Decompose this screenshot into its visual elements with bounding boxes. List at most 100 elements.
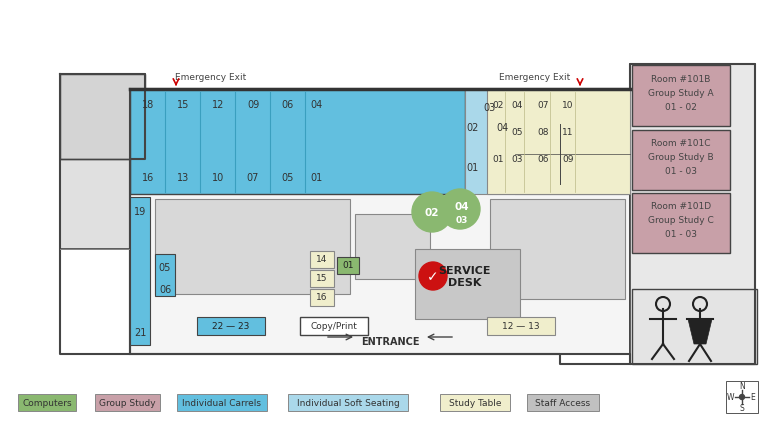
Text: 09: 09 bbox=[562, 155, 574, 164]
Text: 06: 06 bbox=[159, 284, 171, 294]
Bar bbox=[130, 90, 630, 354]
Bar bbox=[155, 200, 350, 294]
Text: 15: 15 bbox=[177, 100, 189, 110]
Text: 22 — 23: 22 — 23 bbox=[212, 322, 250, 331]
Bar bbox=[632, 66, 730, 127]
Text: 12 — 13: 12 — 13 bbox=[502, 322, 540, 331]
Text: 21: 21 bbox=[133, 327, 146, 337]
Text: 07: 07 bbox=[537, 101, 548, 110]
Text: 01 - 02: 01 - 02 bbox=[665, 102, 697, 111]
Text: 07: 07 bbox=[247, 173, 259, 183]
Text: 10: 10 bbox=[212, 173, 224, 183]
Text: 06: 06 bbox=[282, 100, 294, 110]
Bar bbox=[310, 270, 334, 287]
Text: W: W bbox=[727, 393, 735, 401]
Text: 04: 04 bbox=[512, 101, 522, 110]
Circle shape bbox=[440, 190, 480, 230]
Bar bbox=[310, 289, 334, 306]
Text: ENTRANCE: ENTRANCE bbox=[360, 336, 420, 346]
Text: 12: 12 bbox=[212, 100, 224, 110]
Bar bbox=[487, 317, 555, 335]
Text: Individual Carrels: Individual Carrels bbox=[183, 398, 262, 408]
Circle shape bbox=[412, 193, 452, 233]
Text: Emergency Exit: Emergency Exit bbox=[175, 72, 246, 81]
Bar bbox=[60, 75, 145, 250]
Bar bbox=[155, 254, 175, 296]
Text: Room #101C: Room #101C bbox=[651, 139, 711, 148]
Text: 02: 02 bbox=[467, 123, 479, 133]
Polygon shape bbox=[688, 319, 712, 344]
Text: S: S bbox=[739, 404, 745, 413]
Circle shape bbox=[419, 263, 447, 290]
Text: 02: 02 bbox=[492, 101, 504, 110]
Bar bbox=[726, 381, 758, 413]
Text: 01: 01 bbox=[311, 173, 323, 183]
Text: 16: 16 bbox=[142, 173, 154, 183]
Bar bbox=[490, 200, 625, 299]
Bar bbox=[465, 90, 515, 194]
Bar bbox=[415, 250, 520, 319]
Text: ✓: ✓ bbox=[427, 270, 439, 283]
Bar bbox=[632, 289, 757, 364]
Text: Computers: Computers bbox=[22, 398, 72, 408]
Text: 01 - 03: 01 - 03 bbox=[665, 230, 697, 239]
Bar bbox=[288, 394, 408, 411]
Text: 04: 04 bbox=[311, 100, 323, 110]
Text: Study Table: Study Table bbox=[449, 398, 502, 408]
Bar bbox=[197, 317, 265, 335]
Bar bbox=[130, 90, 465, 194]
Bar bbox=[95, 394, 160, 411]
Text: Group Study: Group Study bbox=[99, 398, 156, 408]
Text: 03: 03 bbox=[512, 155, 523, 164]
Text: 10: 10 bbox=[562, 101, 574, 110]
Text: 05: 05 bbox=[512, 128, 523, 137]
Bar bbox=[515, 90, 630, 194]
Bar bbox=[177, 394, 267, 411]
Text: Individual Soft Seating: Individual Soft Seating bbox=[297, 398, 400, 408]
Bar bbox=[300, 317, 368, 335]
Text: 16: 16 bbox=[316, 293, 328, 302]
Text: 01: 01 bbox=[342, 261, 354, 270]
Text: 19: 19 bbox=[134, 207, 146, 217]
Bar bbox=[632, 194, 730, 253]
Circle shape bbox=[739, 395, 745, 400]
Text: SERVICE: SERVICE bbox=[439, 265, 491, 275]
Bar bbox=[60, 75, 145, 160]
Text: Emergency Exit: Emergency Exit bbox=[499, 72, 570, 81]
Bar bbox=[355, 214, 430, 279]
Text: 02: 02 bbox=[425, 207, 439, 217]
Bar bbox=[337, 257, 359, 274]
Text: 08: 08 bbox=[537, 128, 548, 137]
Text: Group Study A: Group Study A bbox=[648, 88, 714, 97]
Text: Staff Access: Staff Access bbox=[535, 398, 591, 408]
Text: 09: 09 bbox=[247, 100, 259, 110]
Bar bbox=[487, 90, 630, 194]
Text: 13: 13 bbox=[177, 173, 189, 183]
Text: 05: 05 bbox=[159, 263, 171, 273]
Text: Copy/Print: Copy/Print bbox=[311, 322, 357, 331]
Text: Group Study B: Group Study B bbox=[648, 153, 714, 162]
Text: 11: 11 bbox=[562, 128, 574, 137]
Text: DESK: DESK bbox=[449, 277, 482, 287]
Text: 03: 03 bbox=[456, 216, 468, 225]
Text: Room #101B: Room #101B bbox=[651, 74, 711, 83]
Text: 15: 15 bbox=[316, 274, 328, 283]
Text: 18: 18 bbox=[142, 100, 154, 110]
Text: 01: 01 bbox=[467, 163, 479, 173]
Text: 04: 04 bbox=[455, 201, 469, 211]
Text: N: N bbox=[739, 381, 745, 391]
Bar bbox=[632, 131, 730, 191]
Text: E: E bbox=[751, 393, 755, 401]
Text: 01: 01 bbox=[492, 155, 504, 164]
Bar bbox=[440, 394, 510, 411]
Bar bbox=[310, 251, 334, 268]
Text: 04: 04 bbox=[497, 123, 509, 133]
Text: 06: 06 bbox=[537, 155, 548, 164]
Text: 01 - 03: 01 - 03 bbox=[665, 167, 697, 176]
Text: 05: 05 bbox=[281, 173, 295, 183]
Text: Group Study C: Group Study C bbox=[648, 216, 714, 225]
Bar bbox=[527, 394, 599, 411]
Bar bbox=[630, 65, 755, 364]
Bar bbox=[130, 197, 150, 345]
Text: 14: 14 bbox=[316, 255, 328, 264]
